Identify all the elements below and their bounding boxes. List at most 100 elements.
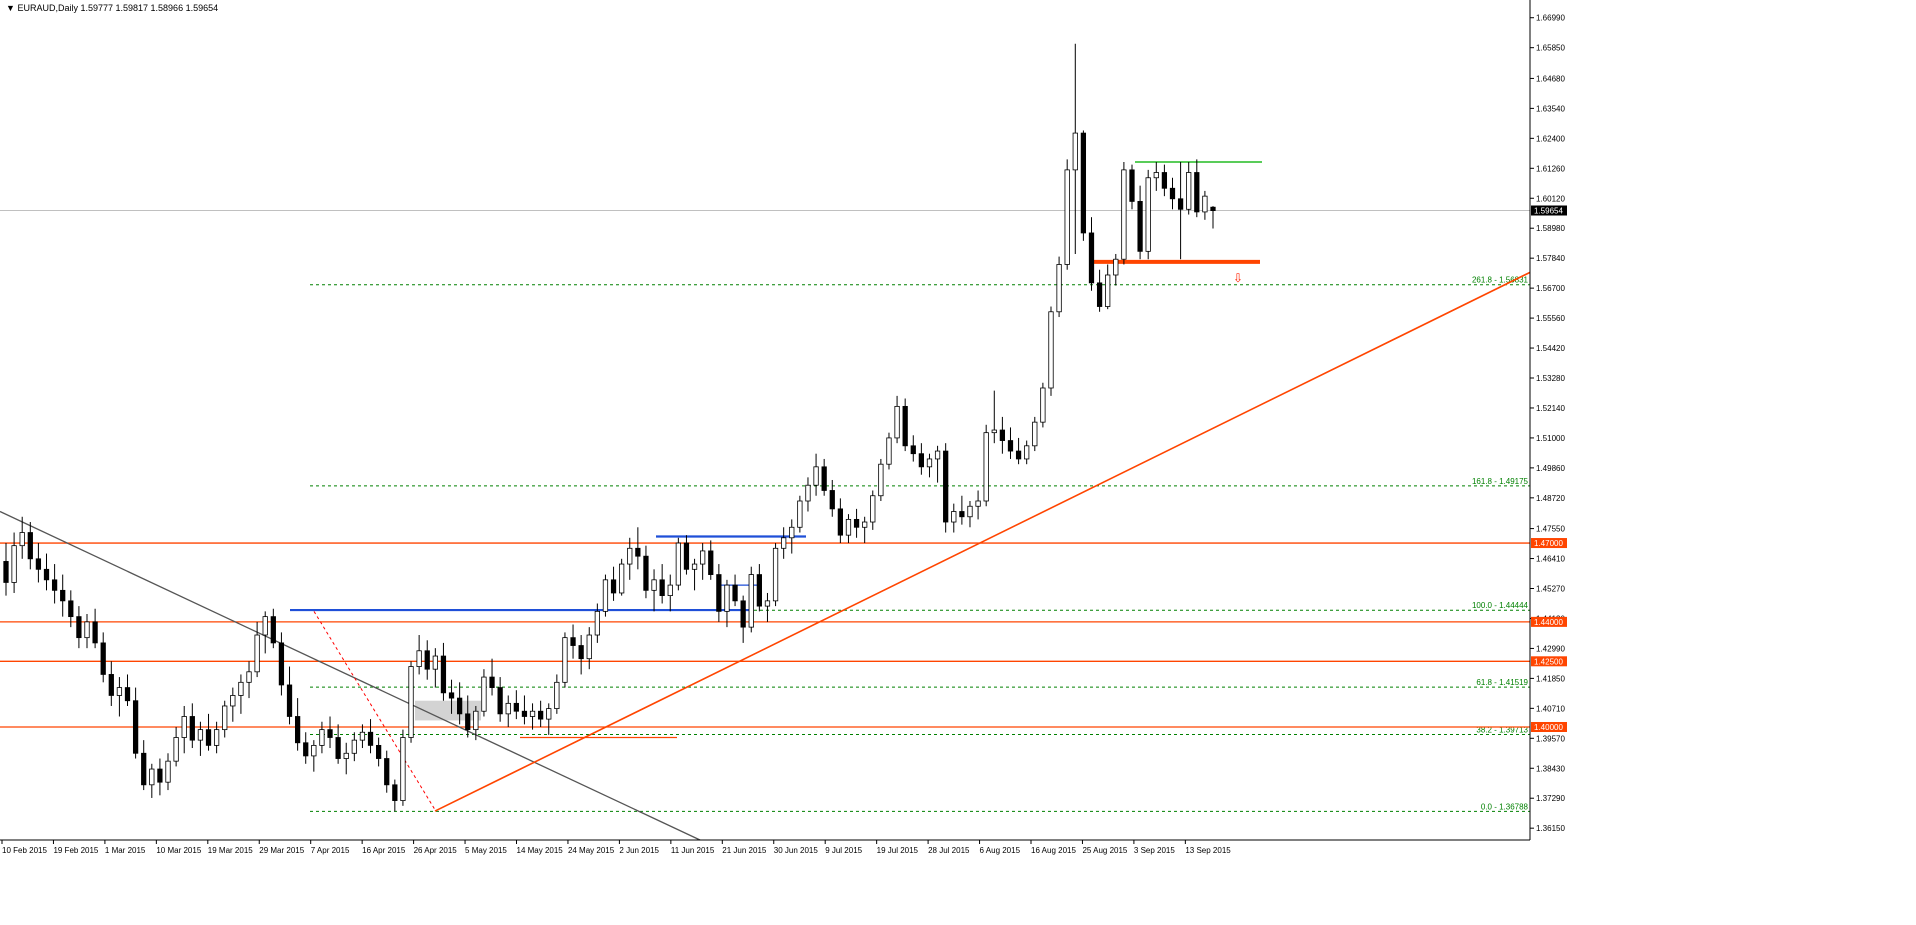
price-tick-label: 1.42990 xyxy=(1536,644,1565,653)
candle-body xyxy=(700,550,706,565)
candle xyxy=(400,729,406,806)
candle-body xyxy=(1024,445,1030,460)
candle-body xyxy=(481,676,487,712)
candle-body xyxy=(1056,264,1062,313)
candle xyxy=(959,495,965,525)
candle xyxy=(149,763,155,798)
candle xyxy=(222,700,228,738)
candle-body xyxy=(124,687,131,702)
candle xyxy=(60,574,66,617)
candle xyxy=(894,395,900,444)
candle-body xyxy=(878,463,884,497)
candle-body xyxy=(829,490,835,510)
candle-body xyxy=(837,508,843,536)
candle xyxy=(376,737,382,767)
candle xyxy=(975,490,981,520)
candle-body xyxy=(205,729,212,746)
candle-body xyxy=(173,737,179,762)
price-tick-label: 1.47550 xyxy=(1536,525,1565,534)
time-tick-label: 10 Mar 2015 xyxy=(156,846,201,855)
candle-body xyxy=(432,655,438,670)
candle-body xyxy=(92,621,98,644)
candle xyxy=(554,674,560,714)
candle xyxy=(1056,256,1062,318)
candle xyxy=(1105,264,1111,310)
candle-body xyxy=(213,729,220,746)
candle-body xyxy=(918,453,925,468)
candle xyxy=(392,779,398,812)
candle xyxy=(481,669,487,717)
candle xyxy=(367,719,374,754)
time-tick-label: 29 Mar 2015 xyxy=(259,846,304,855)
fib-level-label: 38.2 - 1.39713 xyxy=(1476,726,1528,735)
price-tick-label: 1.40710 xyxy=(1536,704,1565,713)
candle-body xyxy=(1145,177,1151,252)
candle xyxy=(910,435,916,462)
candle-body xyxy=(286,684,293,717)
candle xyxy=(319,721,325,754)
candle xyxy=(635,527,641,570)
candle-body xyxy=(132,700,139,754)
candle xyxy=(3,543,9,596)
candle xyxy=(1145,169,1151,260)
candle xyxy=(1210,206,1216,229)
candle-body xyxy=(813,466,819,486)
candle-body xyxy=(1177,198,1184,210)
fib-level-label: 161.8 - 1.49175 xyxy=(1472,477,1529,486)
candle-body xyxy=(959,511,965,518)
price-tick-label: 1.52140 xyxy=(1536,404,1565,413)
candle-body xyxy=(781,537,787,549)
candle xyxy=(246,661,252,699)
time-tick-label: 14 May 2015 xyxy=(517,846,564,855)
candle xyxy=(84,613,90,649)
candle xyxy=(1121,161,1127,265)
candle-body xyxy=(602,579,609,612)
time-tick-label: 19 Jul 2015 xyxy=(877,846,919,855)
price-tick-label: 1.64680 xyxy=(1536,74,1565,83)
candle-body xyxy=(691,563,698,570)
candle-body xyxy=(473,710,479,731)
price-axis: 1.66990 1.65850 1.64680 1.63540 1.62400 1.612… xyxy=(0,0,1567,841)
candle xyxy=(294,698,301,751)
candles xyxy=(3,43,1216,812)
candle-body xyxy=(197,729,204,741)
time-tick-label: 21 Jun 2015 xyxy=(722,846,767,855)
candle xyxy=(68,590,74,628)
candle xyxy=(675,537,681,591)
candle-body xyxy=(853,518,860,528)
candle xyxy=(513,690,519,720)
candle-body xyxy=(51,579,58,591)
candle xyxy=(124,674,131,706)
candle xyxy=(724,579,730,628)
level-badge xyxy=(1531,616,1567,627)
candle-body xyxy=(1064,169,1070,265)
candle xyxy=(141,740,147,791)
candle xyxy=(384,750,390,793)
candle xyxy=(764,592,771,622)
candle-body xyxy=(440,655,447,694)
candle-body xyxy=(594,610,600,636)
candle xyxy=(999,416,1006,454)
candle xyxy=(173,726,179,767)
time-tick-label: 13 Sep 2015 xyxy=(1185,846,1231,855)
candle-body xyxy=(538,710,544,720)
time-tick-label: 10 Feb 2015 xyxy=(2,846,47,855)
candle xyxy=(1129,164,1135,210)
dropdown-arrow-icon[interactable]: ▼ xyxy=(6,3,15,13)
candle xyxy=(683,535,690,575)
price-tick-label: 1.41850 xyxy=(1536,674,1565,683)
level-badge-label: 1.42500 xyxy=(1534,657,1563,666)
candle xyxy=(100,632,106,683)
candle-body xyxy=(772,547,779,602)
candle xyxy=(1088,217,1095,291)
candle xyxy=(108,661,114,706)
candle xyxy=(238,674,244,714)
candle-body xyxy=(465,713,471,731)
candle-body xyxy=(975,500,981,507)
candle-body xyxy=(1080,132,1087,234)
candle xyxy=(1032,416,1038,452)
candle xyxy=(43,553,50,591)
consolidation-box xyxy=(415,700,481,721)
candle xyxy=(278,632,285,696)
